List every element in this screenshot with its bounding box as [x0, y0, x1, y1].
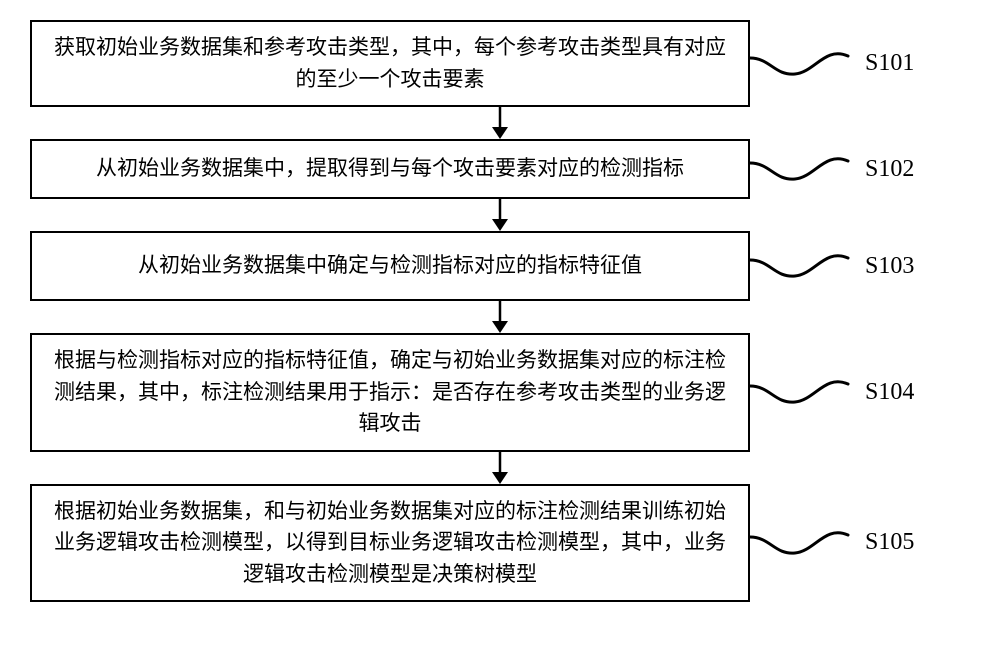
- connector-squiggle: [750, 46, 860, 82]
- flow-step-text: 根据与检测指标对应的指标特征值，确定与初始业务数据集对应的标注检测结果，其中，标…: [47, 345, 733, 440]
- step-label-wrap: S102: [750, 151, 970, 187]
- arrow-connector: [140, 107, 860, 139]
- arrow-down-icon: [485, 107, 515, 139]
- connector-squiggle: [750, 151, 860, 187]
- flow-step-text: 从初始业务数据集中确定与检测指标对应的指标特征值: [138, 250, 642, 282]
- connector-squiggle: [750, 248, 860, 284]
- step-label-wrap: S105: [750, 525, 970, 561]
- step-id-label: S105: [865, 529, 914, 556]
- flow-step-row: 获取初始业务数据集和参考攻击类型，其中，每个参考攻击类型具有对应的至少一个攻击要…: [30, 20, 970, 107]
- arrow-connector: [140, 301, 860, 333]
- flow-step-box: 获取初始业务数据集和参考攻击类型，其中，每个参考攻击类型具有对应的至少一个攻击要…: [30, 20, 750, 107]
- arrow-down-icon: [485, 452, 515, 484]
- connector-squiggle: [750, 374, 860, 410]
- step-id-label: S102: [865, 156, 914, 183]
- flow-step-row: 根据与检测指标对应的指标特征值，确定与初始业务数据集对应的标注检测结果，其中，标…: [30, 333, 970, 452]
- step-label-wrap: S104: [750, 374, 970, 410]
- flow-step-row: 从初始业务数据集中确定与检测指标对应的指标特征值 S103: [30, 231, 970, 301]
- step-id-label: S103: [865, 253, 914, 280]
- arrow-down-icon: [485, 301, 515, 333]
- flow-step-row: 根据初始业务数据集，和与初始业务数据集对应的标注检测结果训练初始业务逻辑攻击检测…: [30, 484, 970, 603]
- flow-step-text: 从初始业务数据集中，提取得到与每个攻击要素对应的检测指标: [96, 153, 684, 185]
- arrow-down-icon: [485, 199, 515, 231]
- step-label-wrap: S103: [750, 248, 970, 284]
- step-label-wrap: S101: [750, 46, 970, 82]
- flow-step-text: 获取初始业务数据集和参考攻击类型，其中，每个参考攻击类型具有对应的至少一个攻击要…: [47, 32, 733, 95]
- step-id-label: S104: [865, 379, 914, 406]
- step-id-label: S101: [865, 50, 914, 77]
- flow-step-box: 根据初始业务数据集，和与初始业务数据集对应的标注检测结果训练初始业务逻辑攻击检测…: [30, 484, 750, 603]
- arrow-connector: [140, 199, 860, 231]
- flow-step-box: 从初始业务数据集中确定与检测指标对应的指标特征值: [30, 231, 750, 301]
- flow-step-row: 从初始业务数据集中，提取得到与每个攻击要素对应的检测指标 S102: [30, 139, 970, 199]
- flow-step-text: 根据初始业务数据集，和与初始业务数据集对应的标注检测结果训练初始业务逻辑攻击检测…: [47, 496, 733, 591]
- arrow-connector: [140, 452, 860, 484]
- flowchart-container: 获取初始业务数据集和参考攻击类型，其中，每个参考攻击类型具有对应的至少一个攻击要…: [30, 20, 970, 602]
- flow-step-box: 从初始业务数据集中，提取得到与每个攻击要素对应的检测指标: [30, 139, 750, 199]
- connector-squiggle: [750, 525, 860, 561]
- flow-step-box: 根据与检测指标对应的指标特征值，确定与初始业务数据集对应的标注检测结果，其中，标…: [30, 333, 750, 452]
